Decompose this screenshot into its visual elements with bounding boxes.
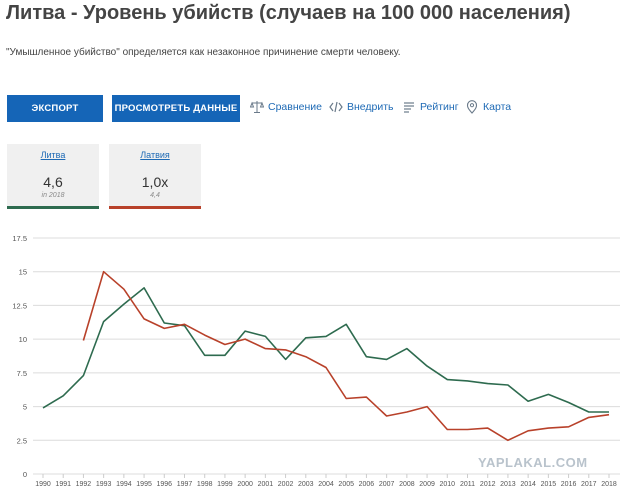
x-tick-label: 1997 [177, 481, 193, 488]
embed-link-label: Внедрить [347, 101, 394, 113]
page-title: Литва - Уровень убийств (случаев на 100 … [6, 2, 571, 24]
x-tick-label: 2018 [601, 481, 617, 488]
rating-link[interactable]: Рейтинг [402, 100, 459, 114]
x-tick-label: 2005 [338, 481, 354, 488]
x-tick-label: 1999 [217, 481, 233, 488]
map-pin-icon [465, 100, 479, 114]
watermark: YAPLAKAL.COM [478, 455, 588, 470]
country-card-note: in 2018 [41, 192, 65, 199]
y-tick-label: 2.5 [17, 436, 27, 445]
x-tick-label: 2006 [359, 481, 375, 488]
x-tick-label: 1994 [116, 481, 132, 488]
compare-link[interactable]: Сравнение [250, 100, 322, 114]
x-tick-label: 2008 [399, 481, 415, 488]
y-tick-label: 15 [19, 268, 27, 277]
list-icon [402, 100, 416, 114]
scales-icon [250, 100, 264, 114]
y-tick-label: 10 [19, 335, 27, 344]
x-tick-label: 1996 [156, 481, 172, 488]
rating-link-label: Рейтинг [420, 101, 459, 113]
x-tick-label: 2015 [541, 481, 557, 488]
x-tick-label: 2009 [419, 481, 435, 488]
x-tick-label: 2001 [258, 481, 274, 488]
x-tick-label: 1998 [197, 481, 213, 488]
export-button[interactable]: ЭКСПОРТ [7, 95, 103, 122]
y-tick-label: 5 [23, 403, 27, 412]
x-tick-label: 2000 [237, 481, 253, 488]
x-tick-label: 2010 [439, 481, 455, 488]
page-subtitle: "Умышленное убийство" определяется как н… [6, 47, 401, 58]
x-tick-label: 2016 [561, 481, 577, 488]
y-tick-label: 17.5 [12, 234, 27, 243]
country-card-name[interactable]: Литва [40, 150, 66, 160]
country-card-note: 4,4 [150, 192, 160, 199]
x-tick-label: 2004 [318, 481, 334, 488]
x-tick-label: 2007 [379, 481, 395, 488]
compare-link-label: Сравнение [268, 101, 322, 113]
x-tick-label: 1991 [55, 481, 71, 488]
x-tick-label: 2012 [480, 481, 496, 488]
x-tick-label: 2011 [460, 481, 475, 488]
y-tick-label: 7.5 [17, 369, 27, 378]
embed-link[interactable]: Внедрить [329, 100, 394, 114]
view-data-button[interactable]: ПРОСМОТРЕТЬ ДАННЫЕ [112, 95, 240, 122]
country-card-latvia[interactable]: Латвия 1,0x 4,4 [109, 144, 201, 209]
line-chart: 0 2.5 5 7.5 10 12.5 15 17.5 1990 1991 1992 1993 1994… [12, 234, 620, 488]
x-tick-label: 1993 [96, 481, 112, 488]
country-card-name[interactable]: Латвия [140, 150, 170, 160]
series-line-0 [42, 287, 609, 413]
x-tick-label: 2014 [520, 481, 536, 488]
country-card-value: 1,0x [141, 174, 169, 190]
code-icon [329, 100, 343, 114]
country-card-lithuania[interactable]: Литва 4,6 in 2018 [7, 144, 99, 209]
x-tick-label: 2017 [581, 481, 597, 488]
x-tick-label: 2002 [278, 481, 294, 488]
x-tick-label: 2013 [500, 481, 516, 488]
map-link-label: Карта [483, 101, 512, 113]
map-link[interactable]: Карта [465, 100, 511, 114]
x-tick-label: 1992 [76, 481, 92, 488]
y-tick-label: 12.5 [12, 301, 27, 310]
country-card-value: 4,6 [43, 174, 63, 190]
x-tick-label: 1990 [35, 481, 51, 488]
x-tick-label: 1995 [136, 481, 152, 488]
x-tick-label: 2003 [298, 481, 314, 488]
series-line-1 [82, 270, 610, 442]
y-tick-label: 0 [23, 470, 27, 479]
